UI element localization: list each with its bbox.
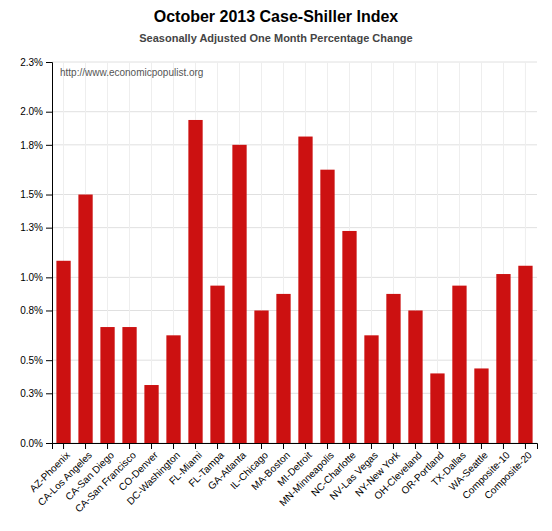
x-tick-mark bbox=[63, 443, 64, 449]
x-tick-mark bbox=[481, 443, 482, 449]
y-tick-label: 1.5% bbox=[20, 189, 43, 200]
y-tick-label: 1.8% bbox=[20, 140, 43, 151]
y-tick-label: 1.0% bbox=[20, 272, 43, 283]
bar bbox=[452, 286, 466, 443]
x-tick-mark bbox=[305, 443, 306, 449]
x-tick-mark bbox=[261, 443, 262, 449]
annotation: http://www.economicpopulist.org bbox=[60, 67, 203, 78]
y-tick-mark bbox=[46, 310, 52, 311]
chart: October 2013 Case-Shiller Index Seasonall… bbox=[0, 0, 552, 531]
x-tick-mark bbox=[217, 443, 218, 449]
x-axis: AZ-PhoenixCA-Los AngelesCA-San DiegoCA-S… bbox=[27, 443, 537, 515]
x-tick-mark bbox=[459, 443, 460, 449]
x-tick-mark bbox=[129, 443, 130, 449]
x-tick-mark bbox=[327, 443, 328, 449]
x-tick-mark bbox=[393, 443, 394, 449]
y-tick-mark bbox=[46, 393, 52, 394]
bar bbox=[100, 327, 114, 443]
y-tick: 2.0% bbox=[20, 106, 52, 117]
bar bbox=[496, 274, 510, 443]
y-tick-mark bbox=[46, 145, 52, 146]
x-tick-mark bbox=[415, 443, 416, 449]
y-grid-line bbox=[52, 62, 537, 63]
x-tick-mark bbox=[503, 443, 504, 449]
bar bbox=[386, 294, 400, 443]
y-tick: 0.3% bbox=[20, 388, 52, 399]
y-tick-label: 0.5% bbox=[20, 355, 43, 366]
bar bbox=[210, 286, 224, 443]
y-tick-label: 2.0% bbox=[20, 106, 43, 117]
bar bbox=[166, 335, 180, 443]
y-tick-label: 2.3% bbox=[20, 57, 43, 68]
x-tick-mark bbox=[107, 443, 108, 449]
bar bbox=[408, 310, 422, 443]
y-grid-line bbox=[52, 194, 537, 195]
x-tick-mark bbox=[349, 443, 350, 449]
bar bbox=[364, 335, 378, 443]
y-axis-line bbox=[46, 63, 53, 444]
x-tick-label: Composite-20 bbox=[482, 449, 534, 501]
y-tick-mark bbox=[46, 62, 52, 63]
x-tick-mark bbox=[151, 443, 152, 449]
grid bbox=[52, 62, 537, 443]
y-grid-line bbox=[52, 111, 537, 112]
y-grid-line bbox=[52, 144, 537, 145]
y-tick: 1.0% bbox=[20, 272, 52, 283]
bar bbox=[56, 261, 70, 443]
y-tick-mark bbox=[46, 277, 52, 278]
bar bbox=[122, 327, 136, 443]
y-tick: 1.8% bbox=[20, 140, 52, 151]
x-tick-mark bbox=[371, 443, 372, 449]
y-tick: 1.3% bbox=[20, 222, 52, 233]
title: October 2013 Case-Shiller Index bbox=[154, 8, 399, 25]
y-axis: 0.0% 0.3% 0.5% 0.8% 1.0% 1.3% 1.5% 1.8% 2.0% 2.3% bbox=[20, 57, 52, 449]
x-tick-mark bbox=[239, 443, 240, 449]
bar bbox=[188, 120, 202, 443]
x-tick-mark bbox=[283, 443, 284, 449]
x-tick-mark bbox=[85, 443, 86, 449]
y-tick: 1.5% bbox=[20, 189, 52, 200]
y-tick-mark bbox=[46, 195, 52, 196]
x-tick: Composite-20 bbox=[482, 443, 534, 501]
x-tick-mark bbox=[195, 443, 196, 449]
y-tick: 2.3% bbox=[20, 57, 52, 68]
bar bbox=[78, 195, 92, 443]
y-tick-label: 0.0% bbox=[20, 438, 43, 449]
plot: 0.0% 0.3% 0.5% 0.8% 1.0% 1.3% 1.5% 1.8% 2.0% 2.3%… bbox=[20, 57, 537, 515]
bar bbox=[342, 231, 356, 443]
y-tick-label: 0.8% bbox=[20, 305, 43, 316]
bar bbox=[430, 373, 444, 443]
x-tick-mark bbox=[437, 443, 438, 449]
y-tick: 0.8% bbox=[20, 305, 52, 316]
y-grid-line bbox=[52, 227, 537, 228]
bar bbox=[320, 170, 334, 443]
x-tick-mark bbox=[525, 443, 526, 449]
y-tick-label: 0.3% bbox=[20, 388, 43, 399]
y-grid-line bbox=[52, 277, 537, 278]
subtitle: Seasonally Adjusted One Month Percentage… bbox=[139, 32, 412, 44]
y-tick: 0.0% bbox=[20, 438, 52, 449]
bar bbox=[298, 137, 312, 443]
y-tick-label: 1.3% bbox=[20, 222, 43, 233]
x-tick-mark bbox=[173, 443, 174, 449]
y-tick-mark bbox=[46, 228, 52, 229]
bar bbox=[474, 368, 488, 443]
y-tick-mark bbox=[46, 112, 52, 113]
y-tick-mark bbox=[46, 443, 52, 444]
bar bbox=[254, 310, 268, 443]
y-tick: 0.5% bbox=[20, 355, 52, 366]
bar bbox=[232, 145, 246, 443]
bar bbox=[518, 266, 532, 443]
bar bbox=[276, 294, 290, 443]
bar bbox=[144, 385, 158, 443]
x-axis-line bbox=[53, 444, 538, 450]
bars bbox=[56, 120, 532, 443]
y-tick-mark bbox=[46, 360, 52, 361]
